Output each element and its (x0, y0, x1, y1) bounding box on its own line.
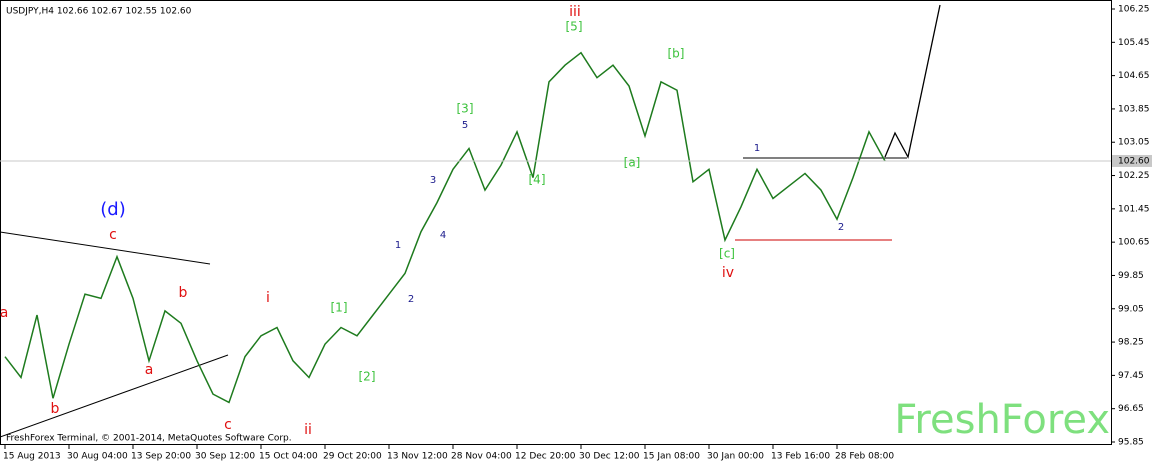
footer: FreshForex Terminal, © 2001-2014, MetaQu… (6, 434, 292, 444)
x-tick-label: 30 Sep 12:00 (195, 452, 255, 462)
wave-label: a (145, 362, 154, 378)
y-tick-label: 98.25 (1118, 338, 1144, 348)
x-tick-label: 13 Nov 12:00 (387, 452, 448, 462)
wave-label: [4] (529, 173, 546, 187)
wave-label: 5 (462, 120, 468, 131)
x-tick-label: 13 Sep 20:00 (131, 452, 191, 462)
wave-label: iv (722, 265, 734, 281)
x-tick-label: 13 Feb 16:00 (771, 452, 830, 462)
x-tick-label: 15 Oct 04:00 (259, 452, 318, 462)
projection-line (884, 4, 941, 159)
wave-label: iii (569, 4, 581, 20)
wave-label: b (179, 285, 188, 301)
y-tick-label: 95.85 (1118, 438, 1144, 448)
y-tick-label: 97.45 (1118, 371, 1144, 381)
price-line (4, 51, 886, 404)
x-tick-label: 30 Aug 04:00 (67, 452, 128, 462)
wave-label: [1] (331, 301, 348, 315)
last-price-box (1112, 154, 1152, 167)
trend-line (0, 231, 211, 265)
y-tick-label: 100.65 (1118, 238, 1150, 248)
y-tick-label: 102.25 (1118, 171, 1150, 181)
wave-label: [c] (719, 247, 735, 261)
wave-label: 2 (408, 294, 414, 305)
wave-label: [2] (359, 370, 376, 384)
wave-label: [a] (624, 156, 641, 170)
y-tick-label: 104.65 (1118, 71, 1150, 81)
chart-title: USDJPY,H4 102.66 102.67 102.55 102.60 (6, 7, 192, 17)
x-tick-label: 30 Jan 00:00 (707, 452, 764, 462)
x-tick-label: 28 Nov 04:00 (451, 452, 512, 462)
x-tick-label: 29 Oct 20:00 (323, 452, 382, 462)
wave-label: [5] (566, 20, 583, 34)
wave-label: 3 (430, 175, 436, 186)
y-tick-label: 99.05 (1118, 304, 1144, 314)
y-tick-label: 103.05 (1118, 138, 1150, 148)
wave-label: [3] (457, 102, 474, 116)
y-tick-label: 96.65 (1118, 404, 1144, 414)
x-tick-label: 30 Dec 12:00 (579, 452, 640, 462)
wave-label: a (0, 305, 8, 321)
wave-label: 1 (754, 143, 760, 154)
watermark: FreshForex (894, 397, 1110, 443)
y-tick-label: 106.25 (1118, 5, 1150, 15)
wave-label: c (109, 227, 117, 243)
wave-label: [b] (668, 47, 685, 61)
wave-label: ii (304, 422, 312, 438)
y-tick-label: 103.85 (1118, 104, 1150, 114)
wave-label: c (224, 417, 232, 433)
x-tick-label: 12 Dec 20:00 (515, 452, 576, 462)
y-tick-label: 101.45 (1118, 204, 1150, 214)
wave-label: 2 (838, 222, 844, 233)
x-tick-label: 15 Aug 2013 (3, 452, 61, 462)
wave-label: b (51, 401, 60, 417)
plot-frame (0, 0, 1112, 445)
y-tick-label: 99.85 (1118, 271, 1144, 281)
y-tick-label: 105.45 (1118, 38, 1150, 48)
x-tick-label: 15 Jan 08:00 (643, 452, 700, 462)
wave-label: 1 (395, 240, 401, 251)
x-tick-label: 28 Feb 08:00 (835, 452, 894, 462)
trend-line (0, 354, 229, 438)
wave-label: 4 (440, 230, 446, 241)
wave-label: i (266, 290, 270, 306)
wave-label: (d) (100, 199, 125, 220)
last-price-label: 102.60 (1118, 156, 1150, 166)
